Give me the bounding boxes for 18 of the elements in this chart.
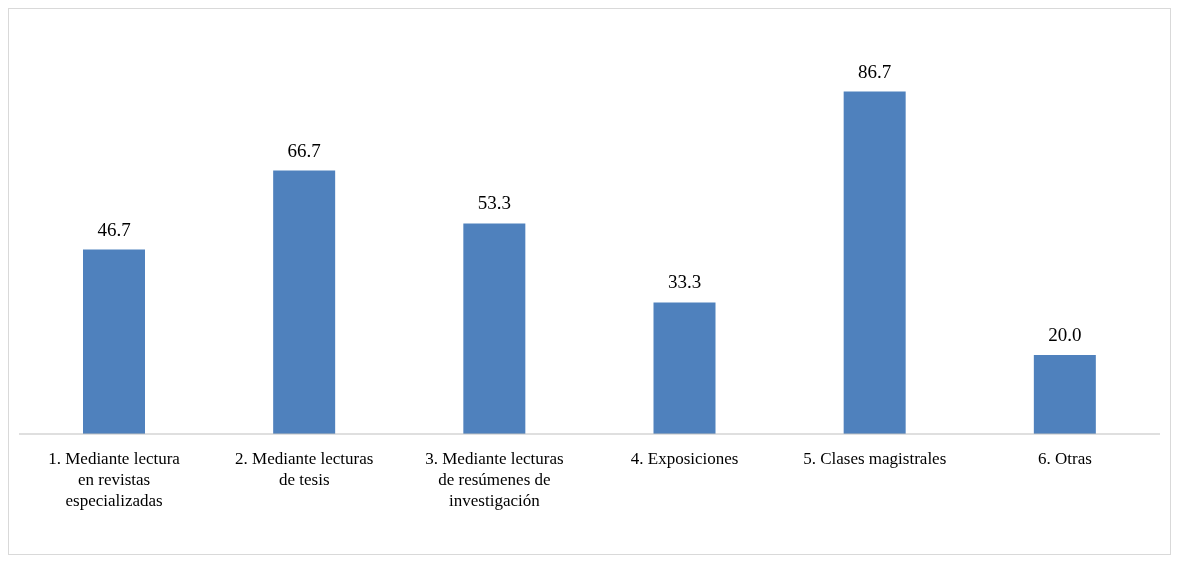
x-tick-label: 5. Clases magistrales [803,449,947,468]
bar [1033,355,1096,434]
data-label: 46.7 [97,218,131,240]
bar [273,170,336,434]
x-tick-label: 3. Mediante lecturas de resúmenes de investigación [425,449,564,510]
data-label: 66.7 [287,139,321,161]
x-tick-label: 4. Exposiciones [630,449,739,468]
x-tick-label: 6. Otras [1038,449,1092,468]
bar [463,223,526,434]
data-label: 86.7 [858,60,892,82]
bar [83,249,145,434]
data-label: 53.3 [477,192,511,214]
bar [843,91,906,434]
x-tick-label: 2. Mediante lecturas de tesis [235,449,374,489]
bar [653,302,716,434]
x-tick-label: 1. Mediante lectura en revistas especializadas [48,449,181,510]
data-label: 20.0 [1048,324,1082,345]
data-label: 33.3 [667,271,702,293]
